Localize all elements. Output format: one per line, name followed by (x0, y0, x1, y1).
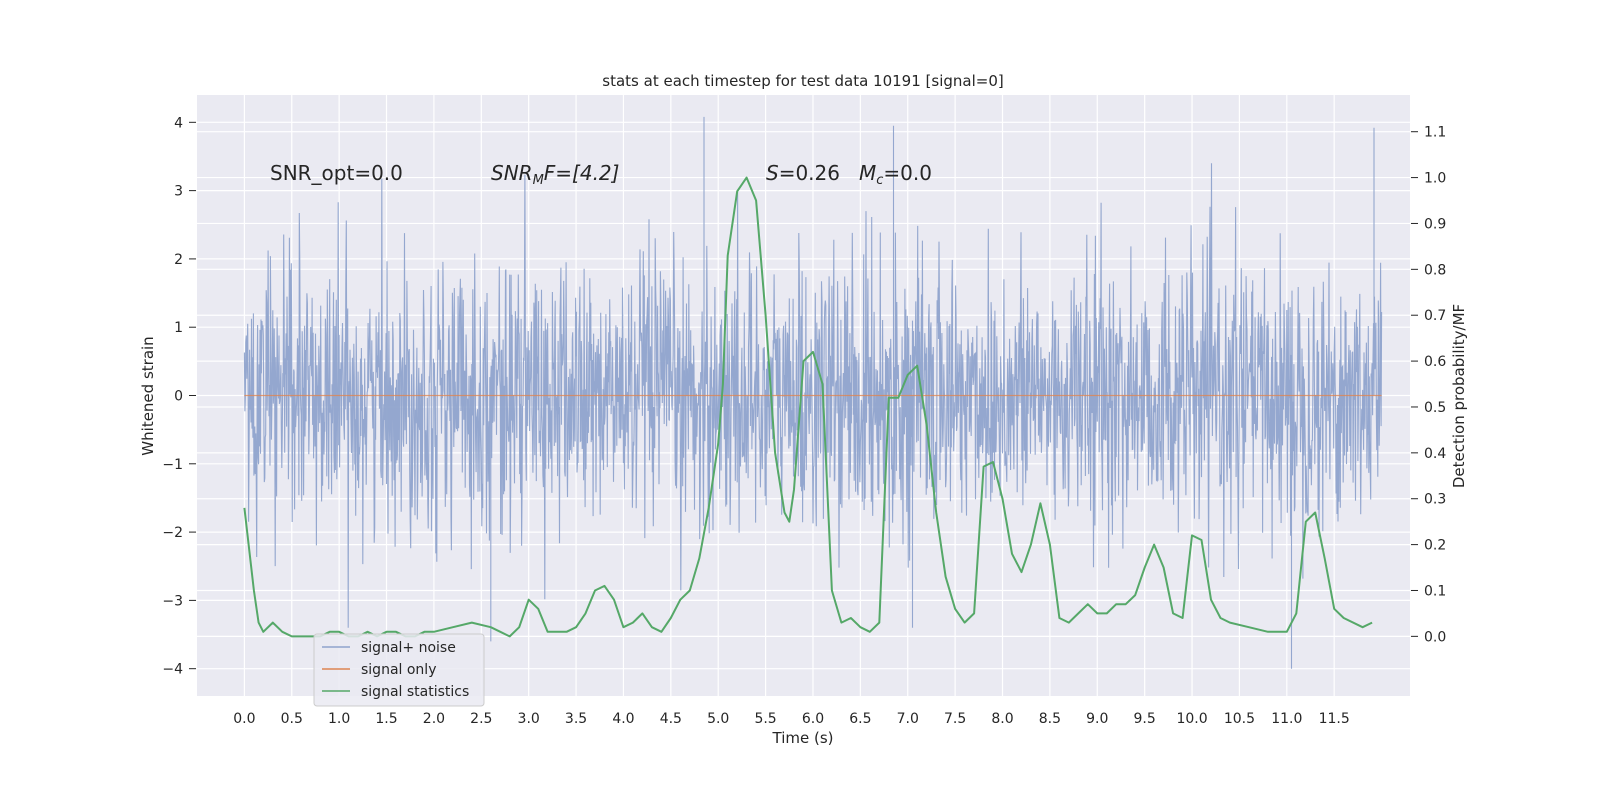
y2-tick-label: 0.7 (1424, 308, 1446, 324)
annotation-s-value: =0.26 (779, 161, 840, 185)
y2-tick-label: 0.1 (1424, 583, 1446, 599)
annotation-snr-mf: SNRMF=[4.2] (491, 161, 619, 188)
y2-tick-label: 0.9 (1424, 216, 1446, 232)
y-tick-label: 0 (174, 389, 183, 405)
x-tick-label: 0.0 (233, 711, 255, 727)
x-tick-label: 11.5 (1319, 711, 1350, 727)
annotation-snr-opt: SNR_opt=0.0 (270, 161, 403, 185)
y-tick-label: −2 (162, 525, 183, 541)
x-tick-label: 5.5 (754, 711, 776, 727)
x-tick-label: 3.5 (565, 711, 587, 727)
x-tick-label: 8.0 (991, 711, 1013, 727)
x-tick-label: 2.5 (470, 711, 492, 727)
x-tick-label: 4.5 (660, 711, 682, 727)
x-tick-label: 3.0 (518, 711, 540, 727)
annotation-s-symbol: S (766, 161, 779, 185)
y2-tick-label: 1.0 (1424, 171, 1446, 187)
x-tick-label: 9.5 (1134, 711, 1156, 727)
y-axis-label: Whitened strain (139, 336, 157, 455)
x-tick-label: 1.0 (328, 711, 350, 727)
y2-tick-label: 0.2 (1424, 538, 1446, 554)
y-tick-label: −4 (162, 662, 183, 678)
y2-tick-label: 0.3 (1424, 492, 1446, 508)
x-tick-label: 8.5 (1039, 711, 1061, 727)
legend: signal+ noise signal only signal statist… (313, 633, 485, 707)
x-tick-label: 5.0 (707, 711, 729, 727)
annotation-mc-main: M (859, 161, 876, 185)
x-tick-label: 2.0 (423, 711, 445, 727)
y-tick-label: 2 (174, 252, 183, 268)
y-axis-right: 1.1 1.0 0.9 0.8 0.7 0.6 0.5 0.4 0.3 0.2 0.1 0.0 (1411, 125, 1446, 645)
x-axis-label: Time (s) (772, 729, 834, 747)
x-tick-label: 6.0 (802, 711, 824, 727)
y2-tick-label: 0.0 (1424, 629, 1446, 645)
x-tick-label: 4.0 (612, 711, 634, 727)
series-signal-statistics (243, 176, 1373, 638)
annotation-snr-mf-sub: M (533, 173, 544, 188)
line-signal-statistics (243, 176, 1373, 638)
x-tick-label: 0.5 (281, 711, 303, 727)
line-signal-noise (243, 116, 1383, 669)
y-tick-label: 1 (174, 320, 183, 336)
y-tick-label: −3 (162, 593, 183, 609)
x-tick-label: 10.0 (1176, 711, 1207, 727)
annotation-snr-mf-rest: F=[4.2] (544, 161, 620, 185)
legend-label-signal-only: signal only (361, 662, 436, 678)
y-tick-label: −1 (162, 457, 183, 473)
legend-box (313, 633, 485, 707)
annotation-mc-sub: c (876, 173, 883, 188)
chart-title: stats at each timestep for test data 101… (602, 72, 1003, 90)
annotation-snr-mf-main: SNR (491, 161, 533, 185)
x-axis: 0.0 0.5 1.0 1.5 2.0 2.5 3.0 3.5 4.0 4.5 5.0 5.5 6.0 6… (233, 711, 1350, 727)
x-tick-label: 7.0 (897, 711, 919, 727)
legend-label-signal-statistics: signal statistics (361, 684, 469, 700)
y2-tick-label: 0.6 (1424, 354, 1446, 370)
x-tick-label: 10.5 (1224, 711, 1255, 727)
y2-tick-label: 1.1 (1424, 125, 1446, 141)
series-signal-noise (243, 116, 1383, 669)
x-tick-label: 9.0 (1086, 711, 1108, 727)
y-axis-left: 4 3 2 1 0 −1 −2 −3 −4 (162, 115, 196, 678)
y2-tick-label: 0.8 (1424, 262, 1446, 278)
y-tick-label: 4 (174, 115, 183, 131)
x-tick-label: 1.5 (375, 711, 397, 727)
x-tick-label: 6.5 (849, 711, 871, 727)
annotation-s: S=0.26 (766, 161, 840, 185)
annotation-mc: Mc=0.0 (859, 161, 932, 188)
annotation-mc-value: =0.0 (883, 161, 932, 185)
x-tick-label: 11.0 (1271, 711, 1302, 727)
legend-label-signal-noise: signal+ noise (361, 640, 456, 656)
y2-axis-label: Detection probability/MF (1450, 304, 1468, 488)
y2-tick-label: 0.4 (1424, 446, 1446, 462)
x-tick-label: 7.5 (944, 711, 966, 727)
y2-tick-label: 0.5 (1424, 400, 1446, 416)
y-tick-label: 3 (174, 184, 183, 200)
